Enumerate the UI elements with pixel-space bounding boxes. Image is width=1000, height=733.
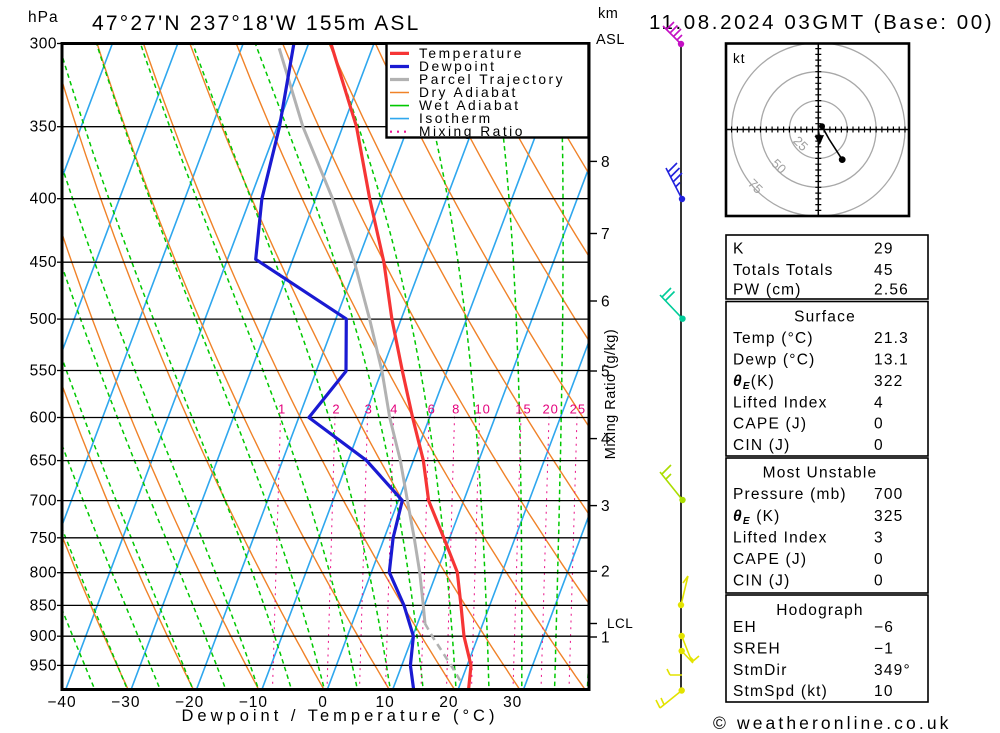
svg-text:400: 400: [30, 191, 57, 208]
svg-text:6: 6: [601, 294, 610, 311]
svg-text:8: 8: [452, 401, 460, 416]
svg-text:CAPE (J): CAPE (J): [733, 551, 807, 568]
svg-text:25: 25: [570, 401, 586, 416]
svg-text:700: 700: [30, 493, 57, 510]
svg-text:CIN (J): CIN (J): [733, 437, 790, 454]
svg-text:Dry Adiabat: Dry Adiabat: [419, 85, 518, 100]
svg-text:7: 7: [601, 226, 610, 243]
svg-text:Dewp (°C): Dewp (°C): [733, 352, 815, 369]
svg-text:0: 0: [874, 573, 884, 590]
svg-text:450: 450: [30, 254, 57, 271]
svg-text:10: 10: [375, 694, 394, 711]
svg-text:325: 325: [874, 508, 903, 525]
svg-text:ASL: ASL: [596, 32, 625, 48]
svg-text:Temp (°C): Temp (°C): [733, 330, 814, 347]
svg-text:StmSpd (kt): StmSpd (kt): [733, 683, 828, 700]
svg-text:20: 20: [542, 401, 558, 416]
svg-text:−1: −1: [874, 641, 894, 658]
svg-text:550: 550: [30, 363, 57, 380]
svg-text:350: 350: [30, 119, 57, 136]
svg-text:600: 600: [30, 410, 57, 427]
svg-text:20: 20: [439, 694, 458, 711]
svg-text:322: 322: [874, 373, 903, 390]
svg-text:Parcel Trajectory: Parcel Trajectory: [419, 72, 565, 87]
svg-text:0: 0: [874, 416, 884, 433]
svg-text:0: 0: [874, 551, 884, 568]
svg-text:10: 10: [874, 683, 894, 700]
svg-text:850: 850: [30, 597, 57, 614]
svg-text:500: 500: [30, 311, 57, 328]
svg-text:CAPE (J): CAPE (J): [733, 416, 807, 433]
svg-text:−40: −40: [47, 694, 76, 711]
svg-text:Lifted Index: Lifted Index: [733, 530, 828, 547]
svg-text:Totals Totals: Totals Totals: [733, 262, 834, 279]
svg-text:Surface: Surface: [794, 309, 856, 326]
svg-text:Most Unstable: Most Unstable: [763, 465, 878, 482]
svg-text:11.08.2024 03GMT (Base: 00): 11.08.2024 03GMT (Base: 00): [649, 11, 994, 34]
svg-text:15: 15: [515, 401, 531, 416]
svg-text:21.3: 21.3: [874, 330, 909, 347]
svg-text:3: 3: [365, 401, 373, 416]
svg-text:Temperature: Temperature: [419, 46, 524, 61]
svg-text:−30: −30: [111, 694, 140, 711]
svg-text:800: 800: [30, 565, 57, 582]
svg-text:750: 750: [30, 530, 57, 547]
svg-text:Wet Adiabat: Wet Adiabat: [419, 98, 521, 113]
svg-text:47°27'N 237°18'W 155m ASL: 47°27'N 237°18'W 155m ASL: [92, 12, 420, 35]
svg-text:5: 5: [601, 364, 610, 381]
svg-text:0: 0: [874, 437, 884, 454]
svg-text:4: 4: [390, 401, 398, 416]
svg-text:700: 700: [874, 486, 903, 503]
svg-text:LCL: LCL: [607, 616, 633, 631]
svg-text:© weatheronline.co.uk: © weatheronline.co.uk: [713, 713, 952, 733]
svg-text:K: K: [733, 241, 745, 258]
svg-text:2: 2: [601, 564, 610, 581]
svg-text:StmDir: StmDir: [733, 662, 788, 679]
svg-text:650: 650: [30, 453, 57, 470]
svg-text:hPa: hPa: [28, 9, 59, 26]
svg-text:−10: −10: [239, 694, 268, 711]
svg-text:4: 4: [601, 431, 610, 448]
svg-text:900: 900: [30, 628, 57, 645]
svg-text:Dewpoint: Dewpoint: [419, 59, 497, 74]
svg-text:4: 4: [874, 395, 884, 412]
svg-text:−6: −6: [874, 619, 894, 636]
svg-text:Mixing Ratio: Mixing Ratio: [419, 124, 525, 139]
svg-text:10: 10: [474, 401, 490, 416]
svg-text:1: 1: [601, 630, 610, 647]
svg-text:45: 45: [874, 262, 894, 279]
svg-text:Dewpoint / Temperature (°C): Dewpoint / Temperature (°C): [182, 707, 499, 725]
svg-text:CIN (J): CIN (J): [733, 573, 790, 590]
svg-text:3: 3: [601, 498, 610, 515]
svg-text:Mixing Ratio (g/kg): Mixing Ratio (g/kg): [603, 329, 619, 459]
svg-text:30: 30: [503, 694, 522, 711]
svg-text:θE (K): θE (K): [733, 508, 781, 527]
svg-text:Hodograph: Hodograph: [776, 602, 864, 619]
svg-text:Lifted Index: Lifted Index: [733, 395, 828, 412]
svg-text:θE(K): θE(K): [733, 373, 775, 392]
svg-text:300: 300: [30, 36, 57, 53]
svg-text:6: 6: [428, 401, 436, 416]
svg-text:2.56: 2.56: [874, 282, 909, 299]
svg-text:SREH: SREH: [733, 641, 781, 658]
svg-text:8: 8: [601, 154, 610, 171]
svg-text:kt: kt: [733, 51, 746, 66]
svg-text:−20: −20: [175, 694, 204, 711]
svg-text:3: 3: [874, 530, 884, 547]
svg-text:Isotherm: Isotherm: [419, 111, 493, 126]
svg-text:2: 2: [332, 401, 340, 416]
svg-text:29: 29: [874, 241, 894, 258]
svg-text:PW (cm): PW (cm): [733, 282, 802, 299]
svg-text:349°: 349°: [874, 662, 911, 679]
svg-text:EH: EH: [733, 619, 757, 636]
svg-text:0: 0: [318, 694, 328, 711]
svg-text:km: km: [598, 6, 618, 22]
svg-text:950: 950: [30, 657, 57, 674]
svg-text:Pressure (mb): Pressure (mb): [733, 486, 847, 503]
svg-text:13.1: 13.1: [874, 352, 909, 369]
svg-text:1: 1: [278, 401, 286, 416]
